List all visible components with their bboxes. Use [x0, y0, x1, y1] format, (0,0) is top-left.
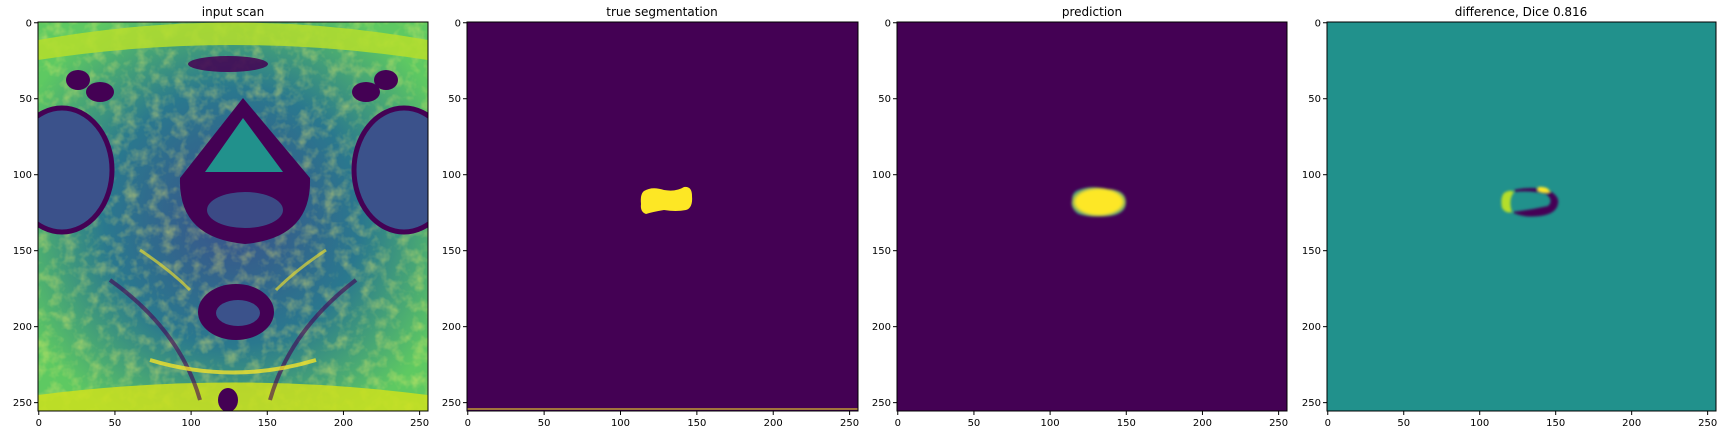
x-tick-label: 100: [1470, 418, 1489, 429]
y-tick-label: 50: [448, 94, 461, 105]
x-tick-label: 250: [410, 418, 429, 429]
x-ticks: 0 50 100 150 200 250: [465, 411, 859, 429]
x-tick-label: 100: [611, 418, 630, 429]
y-tick-label: 200: [1302, 322, 1321, 333]
y-tick-label: 100: [13, 170, 32, 181]
x-tick-label: 150: [687, 418, 706, 429]
x-tick-label: 0: [465, 418, 471, 429]
y-tick-label: 250: [1302, 398, 1321, 409]
x-tick-label: 250: [1269, 418, 1288, 429]
x-tick-label: 250: [1698, 418, 1717, 429]
panel-prediction: prediction 0 50 100 150 200 250 0 50 100 150 200 2…: [872, 5, 1288, 429]
y-ticks: 0 50 100 150 200 250: [1302, 18, 1327, 409]
y-tick-label: 0: [455, 18, 461, 29]
y-tick-label: 50: [1308, 94, 1321, 105]
x-tick-label: 50: [538, 418, 551, 429]
y-tick-label: 100: [1302, 170, 1321, 181]
x-tick-label: 0: [895, 418, 901, 429]
y-tick-label: 100: [872, 170, 891, 181]
y-tick-label: 250: [13, 398, 32, 409]
scan-image: [38, 22, 428, 411]
panel-title: difference, Dice 0.816: [1455, 5, 1588, 19]
x-tick-label: 250: [840, 418, 859, 429]
x-tick-label: 200: [764, 418, 783, 429]
panel-title: input scan: [202, 5, 265, 19]
panel-input-scan: input scan: [13, 5, 429, 429]
x-ticks: 0 50 100 150 200 250: [1325, 411, 1717, 429]
panel-true-segmentation: true segmentation 0 50 100 150 200 250 0 50 100…: [442, 5, 859, 429]
panel-difference: difference, Dice 0.816 0 50 100 150 200 250 0…: [1302, 5, 1717, 429]
y-tick-label: 50: [878, 94, 891, 105]
x-tick-label: 150: [258, 418, 277, 429]
x-tick-label: 0: [36, 418, 42, 429]
x-tick-label: 0: [1325, 418, 1331, 429]
axes-frame: [37, 21, 429, 412]
x-tick-label: 150: [1546, 418, 1565, 429]
x-tick-label: 50: [109, 418, 122, 429]
x-tick-label: 50: [1397, 418, 1410, 429]
difference-negative-region: [1512, 188, 1559, 217]
y-tick-label: 0: [885, 18, 891, 29]
difference-positive-region: [1501, 190, 1514, 213]
x-tick-label: 200: [334, 418, 353, 429]
x-ticks: 0 50 100 150 200 250: [36, 411, 429, 429]
true-mask-blob: [640, 186, 693, 214]
y-tick-label: 0: [1315, 18, 1321, 29]
x-tick-label: 150: [1117, 418, 1136, 429]
panel-title: prediction: [1062, 5, 1122, 19]
y-tick-label: 0: [26, 18, 32, 29]
y-tick-label: 100: [442, 170, 461, 181]
difference-background: [1327, 22, 1716, 411]
y-tick-label: 150: [1302, 246, 1321, 257]
y-tick-label: 200: [872, 322, 891, 333]
y-tick-label: 250: [872, 398, 891, 409]
y-tick-label: 200: [442, 322, 461, 333]
y-ticks: 0 50 100 150 200 250: [442, 18, 467, 409]
predicted-mask-blob: [1071, 187, 1126, 217]
x-tick-label: 100: [1041, 418, 1060, 429]
y-tick-label: 250: [442, 398, 461, 409]
x-ticks: 0 50 100 150 200 250: [895, 411, 1288, 429]
y-tick-label: 150: [442, 246, 461, 257]
y-tick-label: 200: [13, 322, 32, 333]
y-tick-label: 150: [872, 246, 891, 257]
difference-positive-region: [1538, 186, 1550, 193]
y-ticks: 0 50 100 150 200 250: [13, 18, 38, 409]
axes-frame: [466, 21, 859, 412]
y-ticks: 0 50 100 150 200 250: [872, 18, 897, 409]
x-tick-label: 100: [182, 418, 201, 429]
y-tick-label: 150: [13, 246, 32, 257]
x-tick-label: 200: [1622, 418, 1641, 429]
y-tick-label: 50: [19, 94, 32, 105]
panel-title: true segmentation: [606, 5, 717, 19]
x-tick-label: 200: [1193, 418, 1212, 429]
x-tick-label: 50: [968, 418, 981, 429]
axes-frame: [896, 21, 1288, 412]
mask-background: [467, 22, 858, 411]
axes-frame: [1326, 21, 1717, 412]
